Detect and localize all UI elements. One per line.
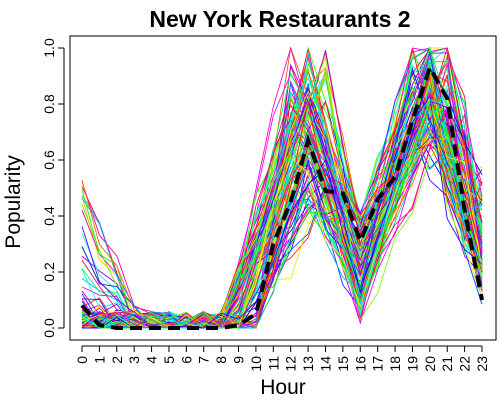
x-tick-label: 7 xyxy=(196,356,212,364)
series-line xyxy=(81,71,483,329)
x-tick-label: 23 xyxy=(474,356,490,372)
x-tick-label: 6 xyxy=(178,356,194,364)
x-tick-label: 21 xyxy=(439,356,455,372)
y-tick-label: 0.8 xyxy=(41,94,57,114)
x-tick-label: 3 xyxy=(126,356,142,364)
x-tick-label: 11 xyxy=(265,356,281,371)
y-tick-label: 0.6 xyxy=(41,150,57,170)
series-line xyxy=(81,68,483,329)
x-tick-label: 15 xyxy=(335,356,351,372)
x-tick-label: 9 xyxy=(231,356,247,364)
series-line xyxy=(81,99,483,329)
mean-line-group xyxy=(80,62,484,330)
x-tick-label: 16 xyxy=(352,356,368,372)
x-tick-label: 2 xyxy=(109,356,125,364)
y-tick-label: 1.0 xyxy=(41,38,57,58)
x-tick-label: 1 xyxy=(91,356,107,364)
series-line xyxy=(82,75,483,329)
series-lines xyxy=(81,46,483,329)
y-tick-label: 0.4 xyxy=(41,206,57,226)
y-tick-label: 0.2 xyxy=(41,262,57,282)
mean-line xyxy=(80,62,484,330)
x-tick-label: 22 xyxy=(457,356,473,372)
x-tick-label: 20 xyxy=(422,356,438,372)
x-tick-label: 18 xyxy=(387,356,403,372)
x-tick-label: 10 xyxy=(248,356,264,372)
series-line xyxy=(81,98,483,329)
x-tick-label: 17 xyxy=(370,356,386,372)
x-tick-label: 8 xyxy=(213,356,229,364)
x-tick-label: 4 xyxy=(144,356,160,364)
x-tick-label: 19 xyxy=(404,356,420,372)
y-axis-label: Popularity xyxy=(2,155,25,249)
x-tick-label: 14 xyxy=(317,356,333,372)
series-line xyxy=(81,69,483,329)
series-line xyxy=(82,94,483,329)
axes: 0.00.20.40.60.81.00 1 2 3 4 5 6 7 8 9 10 11 12 13 14 15… xyxy=(41,38,490,372)
x-tick-label: 0 xyxy=(74,356,90,364)
x-tick-label: 13 xyxy=(300,356,316,372)
plot-frame xyxy=(69,35,497,341)
x-tick-label: 12 xyxy=(283,356,299,372)
x-tick-label: 5 xyxy=(161,356,177,364)
series-line xyxy=(82,55,483,329)
series-line xyxy=(81,104,483,329)
chart-title: New York Restaurants 2 xyxy=(149,6,410,32)
y-tick-label: 0.0 xyxy=(41,318,57,338)
x-axis-label: Hour xyxy=(260,376,306,399)
